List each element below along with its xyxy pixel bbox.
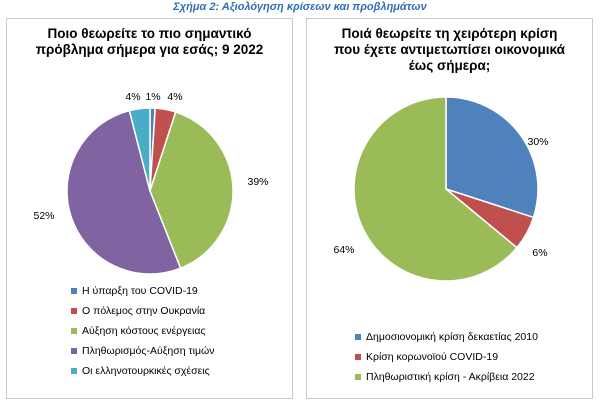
figure-title: Σχήμα 2: Αξιολόγηση κρίσεων και προβλημά… [173, 1, 427, 13]
legend-swatch [71, 308, 77, 314]
legend-swatch [71, 368, 77, 374]
chart-title-line: έως σήμερα; [408, 58, 491, 73]
pie-slice-δημοσιονομική-κρίση-δεκαετίας-2010 [445, 96, 539, 219]
legend-label: Κρίση κορωνοϊού COVID-19 [366, 351, 499, 363]
pie-chart-crisis: 30% 6% 64% [333, 96, 549, 282]
pie-slice-πληθωριστική-κρίση-ακρίβεια-2022 [353, 96, 518, 282]
legend-swatch [355, 374, 361, 380]
chart-title-line: Ποιο θεωρείτε το πιο σημαντικό [47, 26, 252, 41]
legend-item: Ο πόλεμος στην Ουκρανία [71, 305, 214, 317]
legend-item: Πληθωρισμός-Αύξηση τιμών [71, 345, 214, 357]
legend-label: Πληθωρισμός-Αύξηση τιμών [82, 345, 215, 357]
pie-slice-αύξηση-κόστους-ενέργειας [149, 111, 234, 270]
data-label: 6% [532, 247, 547, 259]
legend-swatch [71, 348, 77, 354]
pie-slice-οι-ελληνοτουρκικές-σχέσεις [128, 107, 151, 192]
legend-item: Οι ελληνοτουρκικές σχέσεις [71, 365, 214, 377]
legend-item: Πληθωριστική κρίση - Ακρίβεια 2022 [355, 371, 538, 383]
data-label: 4% [167, 91, 182, 103]
legend-swatch [355, 334, 361, 340]
legend-label: Οι ελληνοτουρκικές σχέσεις [82, 365, 210, 377]
chart-title-line: που έχετε αντιμετωπίσει οικονομικά [334, 42, 565, 57]
chart-title-line: Ποιά θεωρείτε τη χειρότερη κρίση [341, 26, 558, 41]
chart-title-line: πρόβλημα σήμερα για εσάς; 9 2022 [35, 42, 264, 57]
chart-title: Ποιο θεωρείτε το πιο σημαντικό πρόβλημα … [15, 26, 284, 58]
legend-swatch [355, 354, 361, 360]
legend-label: Ο πόλεμος στην Ουκρανία [82, 305, 206, 317]
legend-swatch [71, 328, 77, 334]
legend-label: Αύξηση κόστους ενέργειας [82, 325, 206, 337]
legend-item: Η ύπαρξη του COVID-19 [71, 285, 214, 297]
legend-label: Η ύπαρξη του COVID-19 [82, 285, 198, 297]
legend-item: Κρίση κορωνοϊού COVID-19 [355, 351, 538, 363]
chart-title: Ποιά θεωρείτε τη χειρότερη κρίση που έχε… [315, 26, 584, 74]
pie-slice-πληθωρισμός-αύξηση-τιμών [66, 109, 182, 275]
legend: Δημοσιονομική κρίση δεκαετίας 2010 Κρίση … [355, 331, 538, 391]
legend-item: Αύξηση κόστους ενέργειας [71, 325, 214, 337]
data-label: 64% [333, 244, 354, 256]
data-label: 4% [125, 91, 140, 103]
pie-chart-problem: 1% 4% 39% 52% 4% [33, 91, 269, 275]
legend-label: Πληθωριστική κρίση - Ακρίβεια 2022 [366, 371, 535, 383]
data-label: 30% [527, 136, 548, 148]
data-label: 52% [33, 210, 54, 222]
legend-swatch [71, 288, 77, 294]
data-label: 39% [247, 176, 268, 188]
data-label: 1% [145, 91, 160, 103]
legend-label: Δημοσιονομική κρίση δεκαετίας 2010 [366, 331, 538, 343]
chart-panel-problem: Ποιο θεωρείτε το πιο σημαντικό πρόβλημα … [6, 18, 293, 399]
legend-item: Δημοσιονομική κρίση δεκαετίας 2010 [355, 331, 538, 343]
chart-panel-crisis: Ποιά θεωρείτε τη χειρότερη κρίση που έχε… [306, 18, 593, 399]
legend: Η ύπαρξη του COVID-19 Ο πόλεμος στην Ουκρ… [71, 285, 214, 385]
